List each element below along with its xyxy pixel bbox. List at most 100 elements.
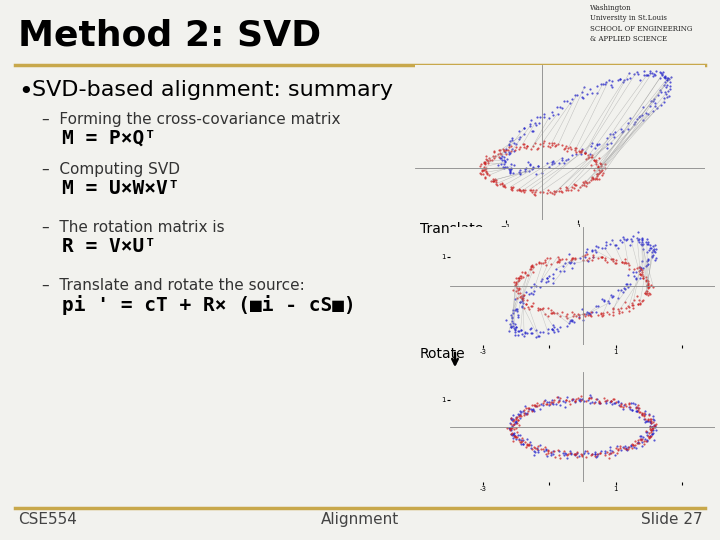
Point — [570, 395, 582, 404]
Point — [509, 325, 521, 333]
Point — [528, 189, 539, 198]
Point — [531, 326, 542, 335]
Point — [640, 71, 652, 80]
Point — [591, 449, 603, 458]
Point — [610, 399, 621, 407]
Point — [527, 262, 539, 271]
Point — [554, 401, 566, 409]
Point — [648, 251, 660, 259]
Point — [597, 79, 608, 88]
Point — [576, 451, 588, 460]
Point — [477, 166, 489, 174]
Point — [586, 173, 598, 182]
Point — [505, 168, 516, 177]
Point — [609, 450, 621, 459]
Point — [510, 433, 521, 441]
Point — [541, 189, 553, 198]
Point — [531, 445, 542, 454]
Point — [510, 274, 522, 282]
Point — [611, 241, 622, 249]
Point — [552, 102, 563, 111]
Point — [612, 398, 624, 407]
Point — [652, 91, 664, 99]
Point — [642, 287, 653, 295]
Point — [644, 415, 656, 423]
Point — [644, 416, 656, 425]
Point — [517, 291, 528, 300]
Point — [633, 438, 644, 447]
Point — [561, 322, 572, 330]
Point — [634, 263, 646, 272]
Point — [546, 325, 558, 333]
Point — [624, 402, 636, 411]
Point — [611, 442, 622, 450]
Point — [513, 416, 524, 424]
Point — [623, 302, 634, 311]
Point — [597, 312, 608, 320]
Point — [617, 78, 629, 86]
Point — [591, 141, 603, 150]
Point — [587, 151, 598, 160]
Point — [571, 453, 582, 462]
Point — [595, 162, 607, 171]
Point — [643, 288, 654, 297]
Point — [518, 304, 530, 313]
Point — [622, 283, 634, 292]
Point — [582, 311, 594, 320]
Point — [642, 436, 653, 445]
Point — [648, 94, 660, 103]
Point — [553, 451, 564, 460]
Point — [594, 169, 606, 178]
Point — [606, 254, 618, 263]
Point — [636, 267, 648, 276]
Point — [587, 307, 598, 316]
Point — [560, 183, 572, 191]
Point — [496, 179, 508, 187]
Point — [654, 68, 665, 77]
Point — [569, 144, 580, 152]
Point — [516, 437, 528, 445]
Point — [528, 450, 540, 459]
Point — [590, 158, 602, 166]
Point — [568, 259, 580, 267]
Point — [506, 422, 518, 430]
Point — [517, 299, 528, 308]
Point — [559, 398, 571, 407]
Point — [530, 400, 541, 409]
Point — [586, 398, 598, 407]
Point — [480, 164, 492, 173]
Point — [634, 431, 646, 440]
Point — [506, 317, 518, 326]
Point — [642, 280, 654, 288]
Point — [521, 300, 532, 308]
Point — [607, 305, 618, 313]
Point — [495, 154, 507, 163]
Point — [608, 310, 619, 319]
Point — [543, 397, 554, 406]
Point — [503, 150, 515, 158]
Point — [474, 169, 486, 178]
Point — [534, 113, 546, 122]
Point — [557, 140, 568, 149]
Point — [510, 278, 521, 286]
Point — [546, 325, 558, 333]
Point — [512, 285, 523, 294]
Point — [498, 163, 510, 172]
Point — [510, 305, 521, 313]
Point — [562, 449, 574, 458]
Point — [591, 171, 603, 180]
Point — [514, 185, 526, 194]
Point — [508, 138, 520, 147]
Point — [616, 258, 628, 266]
Point — [554, 323, 565, 332]
Point — [590, 247, 602, 256]
Point — [547, 274, 559, 282]
Point — [601, 144, 613, 153]
Point — [566, 94, 577, 103]
Point — [546, 449, 557, 457]
Point — [578, 309, 590, 318]
Point — [598, 297, 609, 306]
Point — [516, 294, 528, 302]
Point — [509, 330, 521, 339]
Point — [480, 168, 492, 177]
